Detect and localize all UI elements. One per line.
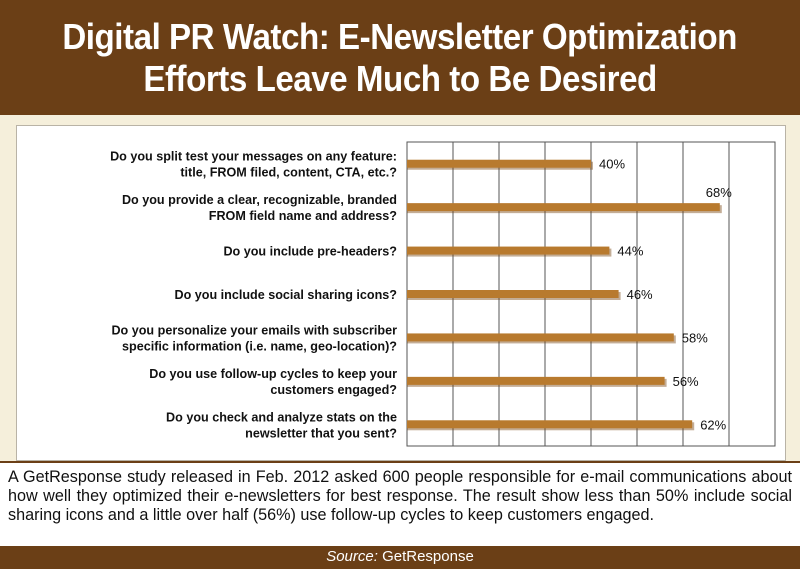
bar-chart: 40% Do you split test your messages on an… [110,141,776,447]
category-label: customers engaged? [270,383,397,397]
category-label: Do you provide a clear, recognizable, br… [122,193,397,207]
bar [407,420,693,429]
bar [407,159,591,168]
source-name: GetResponse [382,548,474,565]
chart-panel: 40% Do you split test your messages on an… [0,115,800,461]
bar [407,246,610,255]
category-label: FROM field name and address? [209,209,397,223]
data-label: 62% [700,417,726,432]
bar [407,333,674,342]
category-label: Do you check and analyze stats on the [166,410,397,424]
data-label: 40% [599,157,625,172]
source-label: Source: [326,548,378,565]
category-label: Do you split test your messages on any f… [110,150,397,164]
bar [407,203,720,212]
bar [407,376,665,385]
title-line-2: Efforts Leave Much to Be Desired [143,57,657,99]
caption-box: A GetResponse study released in Feb. 201… [0,461,800,546]
category-label: Do you use follow-up cycles to keep your [149,367,397,381]
category-label: newsletter that you sent? [245,426,397,440]
data-label: 56% [673,374,699,389]
data-label: 68% [706,185,732,200]
category-label: specific information (i.e. name, geo-loc… [122,339,397,353]
data-label: 46% [627,287,653,302]
source-line: Source: GetResponse [0,546,800,569]
chart-frame: 40% Do you split test your messages on an… [16,125,786,461]
data-label: 58% [682,330,708,345]
data-label: 44% [617,244,643,259]
bar [407,290,619,298]
chart-title: Digital PR Watch: E-Newsletter Optimizat… [0,0,800,115]
category-label: Do you include social sharing icons? [174,288,397,302]
category-label: title, FROM filed, content, CTA, etc.? [180,166,397,180]
category-label: Do you include pre-headers? [223,245,397,259]
caption-text: A GetResponse study released in Feb. 201… [8,468,792,524]
title-line-1: Digital PR Watch: E-Newsletter Optimizat… [62,15,738,57]
category-label: Do you personalize your emails with subs… [111,323,397,337]
